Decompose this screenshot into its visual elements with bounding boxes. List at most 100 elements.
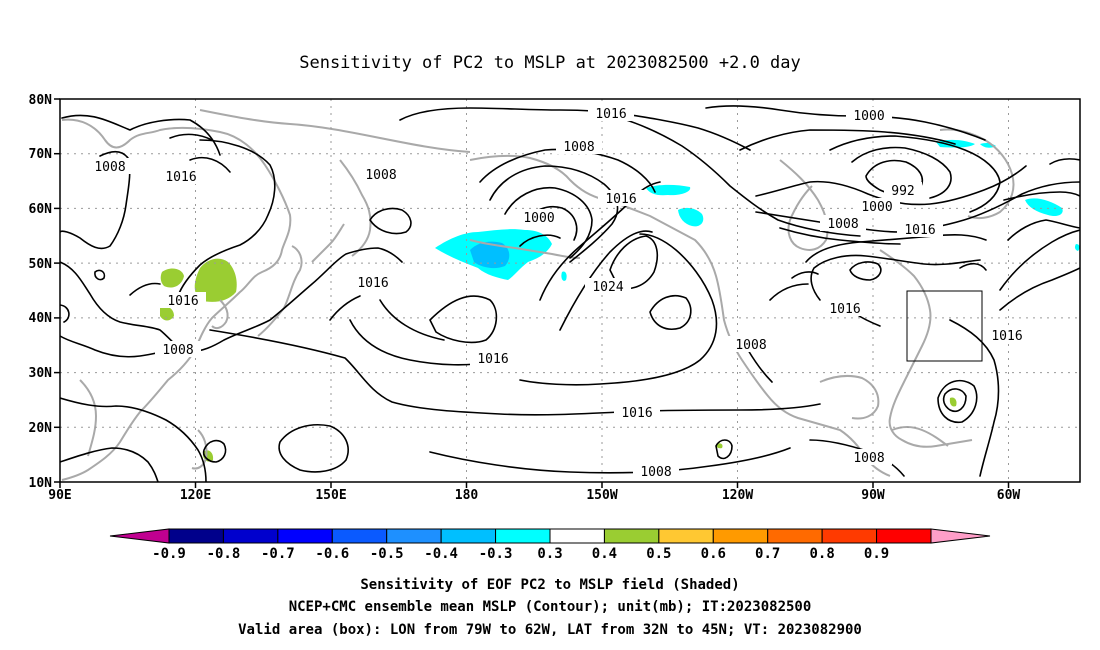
coastline-arctic-russia [199,109,471,153]
lon-label: 150W [586,488,617,503]
colorbar-tick-label: -0.7 [261,546,295,562]
contour-label: 992 [891,184,914,199]
colorbar-tick-label: 0.3 [537,546,562,562]
contour-ring [747,349,773,383]
colorbar-low-end [109,528,170,544]
lon-label: 120W [722,488,753,503]
figure-title: Sensitivity of PC2 to MSLP at 2023082500… [299,53,801,73]
coastline-gulf-mexico [819,374,880,420]
contour-ring [619,117,861,237]
contour-label-group: 992 [884,182,922,199]
contour-ring [60,397,207,482]
contour-ring [810,254,981,301]
contour-ring [61,114,221,156]
contour-label: 1016 [904,223,935,238]
colorbar-swatch [658,528,714,544]
coastline-indochina [79,379,97,457]
contour-ring [169,133,213,141]
colorbar-tick-label: 0.5 [646,546,671,562]
contour-label-group: 1008 [820,215,866,232]
map-grid [60,99,1080,482]
contour-ring [209,329,821,416]
contour-label: 1008 [827,217,858,232]
contour-label-group: 1016 [984,327,1030,344]
colorbar-swatch [222,528,279,544]
contour-ring [849,261,882,281]
contour-labels: 1016 1008 1008 1008 1016 [87,105,1030,480]
contour-label: 1016 [477,352,508,367]
shade-negative-pacific-core [470,241,510,269]
contour-label: 1016 [829,302,860,317]
lon-label: 90W [861,488,885,503]
contour-ring [379,299,445,341]
contour-ring [189,156,231,173]
contour-ring [519,234,561,247]
shade-negative-pacific-small [561,271,567,281]
contour-label: 1008 [735,338,766,353]
contour-label: 1008 [94,160,125,175]
shade-negative-bc [678,207,704,227]
shade-positive-atlantic [949,397,957,407]
captions: Sensitivity of EOF PC2 to MSLP field (Sh… [238,577,862,638]
contour-ring [791,271,819,279]
contour-ring [177,139,276,297]
contour-label: 1000 [861,200,892,215]
shade-negative-alaska [646,184,691,196]
colorbar-swatch [495,528,551,544]
contour-label-group: 1016 [158,168,204,185]
contour-ring [329,295,361,321]
colorbar-tick-label: -0.6 [315,546,349,562]
colorbar-swatch [331,528,388,544]
contour-ring [60,247,403,353]
coastline-japan [257,245,303,337]
contour-ring [851,146,952,199]
colorbar-tick-label: -0.5 [370,546,404,562]
contour-ring [1003,191,1080,201]
colorbar-swatch [277,528,333,544]
shade-negative-atlantic [1025,198,1063,217]
contour-ring [429,295,498,344]
contour-ring [94,269,106,281]
contour-ring [999,267,1080,311]
contour-ring [1049,158,1080,165]
lat-label: 60N [29,202,53,217]
contour-label-group: 1008 [728,336,774,353]
contour-label-group: 1000 [516,209,562,226]
coastline-greenland [939,128,1015,220]
contour-label-group: 1016 [588,105,634,122]
contour-ring [829,135,1001,213]
contour-ring [278,424,349,473]
shade-positive-china-2 [160,306,174,321]
contour-ring [805,234,987,263]
contour-label: 1016 [605,192,636,207]
contour-label-group: 1000 [846,107,892,124]
contour-ring [937,379,978,423]
contour-ring [519,233,718,386]
contour-label: 1000 [523,211,554,226]
contour-label-group: 1008 [358,166,404,183]
colorbar-tick-label: -0.8 [207,546,241,562]
lon-label: 90E [48,488,71,503]
contour-ring [349,319,491,366]
contour-ring [559,230,653,331]
contour-label-group: 1016 [160,292,206,309]
map-panel: 1016 1008 1008 1008 1016 [29,93,1081,503]
contour-ring [609,235,659,290]
lat-label: 10N [29,476,53,491]
contour-label: 1024 [592,280,623,295]
contour-label: 1016 [167,294,198,309]
shade-positive-korea [194,258,237,302]
colorbar-swatch [549,528,605,544]
coastline-alaska [469,154,891,477]
contour-ring [489,165,619,263]
contour-label-group: 1016 [822,300,868,317]
contour-ring [60,447,159,482]
colorbar: -0.9 -0.8 -0.7 -0.6 -0.5 -0.4 -0.3 0.3 0.4 0.5 0.6… [109,528,991,562]
contour-ring [60,304,70,323]
coastline-east-asia [61,118,292,481]
contour-label-group: 1016 [614,404,660,421]
contour-label: 1016 [991,329,1022,344]
lat-label: 80N [29,93,53,108]
lat-label: 30N [29,366,53,381]
